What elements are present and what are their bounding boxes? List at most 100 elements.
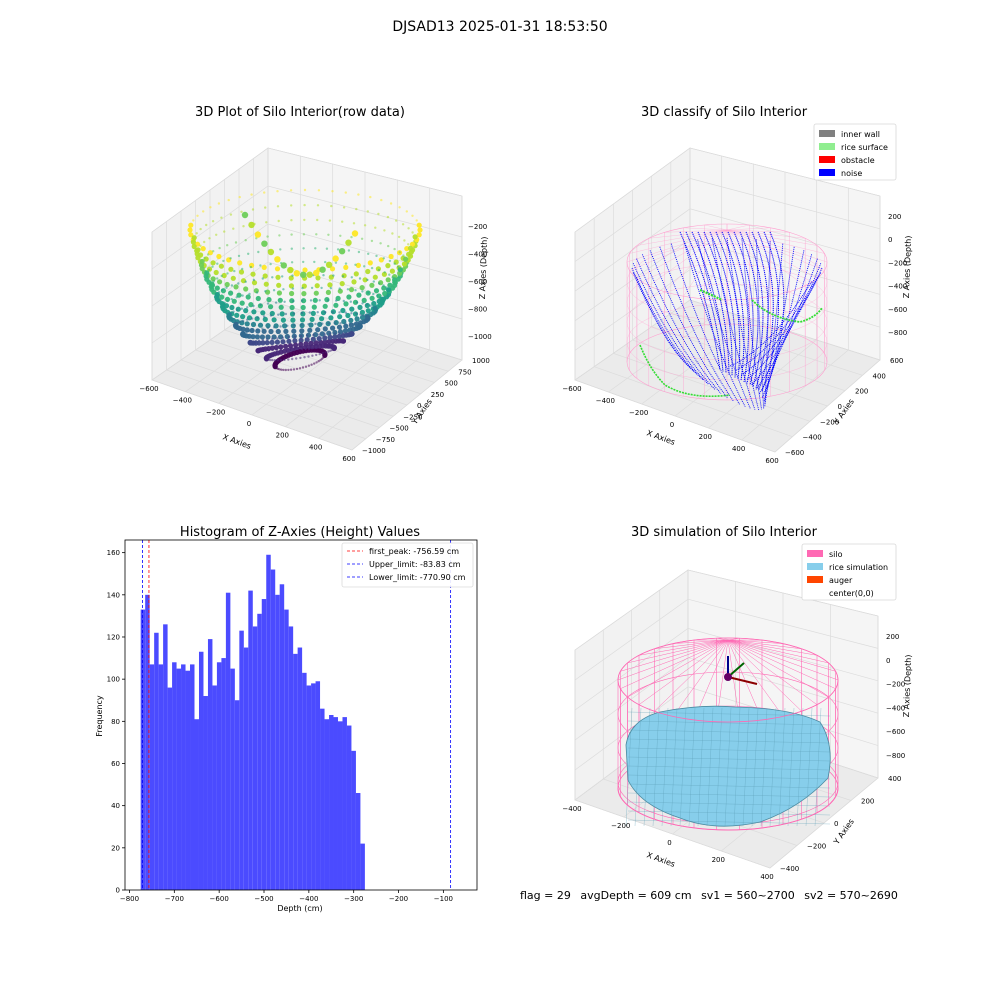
data-point <box>333 302 339 308</box>
data-point <box>261 277 264 280</box>
data-point <box>238 195 241 199</box>
mesh-line <box>627 810 831 816</box>
data-point <box>278 304 284 310</box>
data-point <box>416 232 422 238</box>
data-point <box>343 264 349 270</box>
data-point <box>267 349 270 352</box>
data-point <box>345 332 348 335</box>
data-point <box>323 333 326 336</box>
silo-roof-line <box>727 639 818 705</box>
data-point <box>324 311 327 314</box>
silo-roof-line <box>638 639 729 656</box>
data-point <box>367 260 373 266</box>
data-point <box>351 279 357 285</box>
y-axis-label: Y Axies <box>409 397 434 427</box>
data-point <box>271 358 274 362</box>
histogram-bar <box>333 717 338 890</box>
x-tick-label: −600 <box>210 895 229 903</box>
data-point <box>388 259 392 263</box>
mesh-line <box>814 707 822 827</box>
data-point <box>304 365 308 368</box>
noise-strand <box>670 243 740 405</box>
scan-strand <box>315 198 383 364</box>
data-point <box>257 339 261 342</box>
data-point <box>261 338 265 342</box>
data-point <box>279 311 285 317</box>
data-point <box>331 311 334 314</box>
data-point <box>269 262 272 266</box>
data-point <box>275 328 281 335</box>
data-point <box>255 291 259 294</box>
scan-strand <box>322 214 414 359</box>
z-tick-label: −1000 <box>468 333 492 341</box>
data-point <box>242 225 245 228</box>
silo-roof-line <box>727 639 784 644</box>
data-point <box>363 265 366 268</box>
x-axis-label: X Axies <box>645 428 676 447</box>
data-point <box>277 297 283 303</box>
data-point <box>314 322 317 326</box>
data-point <box>300 311 303 315</box>
silo-roof-line <box>727 639 802 712</box>
histogram-bar <box>261 599 267 890</box>
scan-strand <box>226 257 286 361</box>
data-point <box>195 255 201 261</box>
histogram-bar <box>176 668 182 890</box>
data-point <box>301 286 304 290</box>
silo-roof-line <box>727 639 829 698</box>
data-point <box>292 338 298 344</box>
x-tick-label: −200 <box>629 409 648 417</box>
data-point <box>227 198 230 202</box>
data-point <box>247 252 250 255</box>
mesh-line <box>661 707 669 827</box>
data-point <box>397 235 401 239</box>
data-point <box>250 193 253 196</box>
histogram-bar <box>311 683 316 890</box>
data-point <box>192 219 195 222</box>
data-point <box>235 296 238 299</box>
tick-labels: −600 −400 −200 0 200 400 600 −1000 −750 −500 −250 0… <box>139 223 491 463</box>
data-point <box>266 338 269 341</box>
data-point <box>290 261 294 264</box>
y-tick-label: 0 <box>834 820 838 828</box>
legend-box <box>341 542 474 588</box>
data-point <box>376 294 379 297</box>
data-point <box>218 246 221 250</box>
data-point <box>241 319 245 323</box>
data-point <box>268 304 274 310</box>
histogram-bar <box>346 725 352 890</box>
data-point <box>303 356 306 359</box>
z-axis-label: Z Axies (Depth) <box>902 235 913 298</box>
data-point <box>370 266 374 270</box>
data-point <box>411 214 414 217</box>
z-tick-label: 200 <box>886 633 899 641</box>
data-point <box>199 258 205 265</box>
data-point <box>291 328 297 334</box>
data-point <box>229 213 233 216</box>
mesh-line <box>715 707 723 827</box>
data-point <box>260 310 266 316</box>
data-point <box>355 323 358 326</box>
mesh-line <box>805 707 813 827</box>
noise-strand <box>745 231 764 387</box>
data-point <box>369 295 375 301</box>
data-point <box>280 339 286 345</box>
silo-roof-line <box>727 639 763 720</box>
histogram-bar <box>167 687 173 890</box>
data-point <box>318 352 321 356</box>
data-point <box>411 231 414 234</box>
data-point <box>261 328 267 334</box>
x-tick-label: 400 <box>309 443 322 451</box>
data-point <box>329 287 333 290</box>
data-point <box>279 358 283 362</box>
data-point <box>395 219 398 222</box>
y-tick-label: −500 <box>390 425 409 433</box>
data-point <box>344 191 347 194</box>
x-tick-label: −600 <box>139 385 158 393</box>
scan-strand <box>250 193 290 372</box>
noise-strand <box>715 231 741 380</box>
data-point <box>251 309 257 315</box>
data-point <box>310 286 314 290</box>
data-point <box>335 299 338 302</box>
data-point <box>310 310 316 316</box>
